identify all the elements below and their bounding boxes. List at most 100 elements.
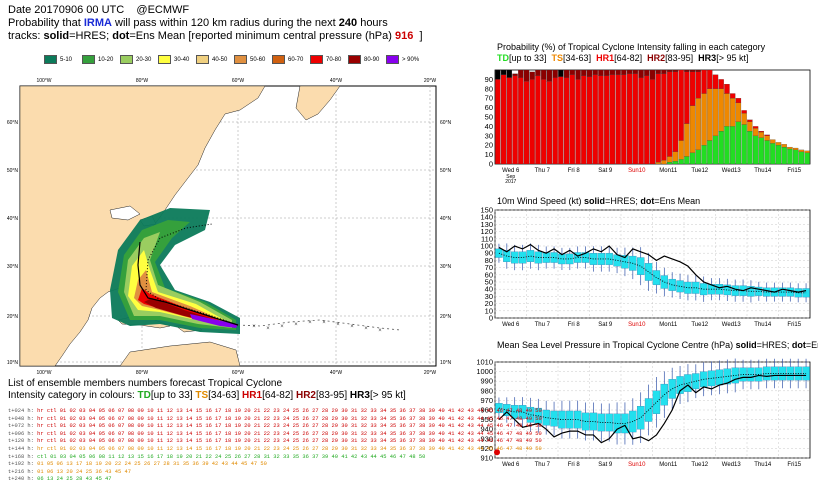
text: dot [791,340,806,350]
bar-segment-td [758,137,764,165]
y-tick-label: 0 [489,314,493,323]
wind-chart-title: 10m Wind Speed (kt) solid=HRES; dot=Ens … [497,196,700,206]
ensemble-box [652,390,661,414]
bar-segment-hr1 [689,71,696,106]
member-numbers: hr ctl 01 02 03 04 05 06 07 08 09 10 11 … [37,446,542,452]
y-tick-label: 50 [485,278,493,287]
text: 10m Wind Speed (kt) [497,196,585,206]
ensemble-box [550,410,558,427]
x-tick-label: Sat 9 [598,462,613,468]
legend-swatch [348,55,361,64]
y-tick-label: 110 [481,234,493,243]
pressure-chart-title: Mean Sea Level Pressure in Tropical Cycl… [497,340,818,350]
bar-segment-td [701,145,707,165]
cat-legend-range: [64-82] [614,53,648,63]
bar-segment-td [712,135,719,165]
bar-segment-hr2 [667,69,673,72]
bar-segment-ts [678,140,684,160]
bar-segment-td [718,130,724,165]
bar-segment-hr3 [500,69,507,75]
ensemble-box [786,366,795,381]
bar-segment-hr1 [741,110,747,114]
bar-segment-td [781,146,787,165]
y-tick-label: 80 [485,256,493,265]
text: [> 95 kt] [369,390,406,401]
bar-segment-td [770,143,776,165]
ensemble-box [558,410,566,429]
x-tick-sublabel: Sep [506,174,515,180]
bar-segment-hr1 [667,71,673,157]
ensemble-box [636,257,645,275]
ensemble-row: t+144 h: hr ctl 01 02 03 04 05 06 07 08 … [8,446,542,453]
bar-segment-ts [775,142,782,146]
cat-legend-range: [> 95 kt] [716,53,749,63]
text: =Ens Mean [805,340,818,350]
bar-segment-ts [667,156,673,163]
y-tick-label: 920 [480,444,493,453]
x-tick-label: Wed 6 [502,168,520,174]
bar-segment-hr1 [684,71,690,124]
text: HR1 [242,390,263,401]
y-tick-label: 10 [485,306,493,315]
y-tick-label: 1000 [477,367,493,376]
bar-segment-hr1 [506,77,512,165]
x-tick-label: Tue12 [691,168,708,174]
x-tick-label: Thu 7 [535,322,551,328]
y-tick-label: 910 [480,454,493,463]
bar-segment-ts [712,88,719,136]
bar-segment-ts [684,123,690,157]
bar-segment-hr1 [626,73,633,165]
legend-label: 50-60 [250,57,266,63]
bar-segment-td [775,145,782,165]
bar-segment-td [798,151,805,165]
bar-segment-hr2 [661,69,667,74]
bar-segment-hr2 [569,69,575,75]
intensity-chart-title: Probability (%) of Tropical Cyclone Inte… [497,42,765,52]
ensemble-box [778,366,787,381]
lead-time-label: t+240 h: [8,476,38,483]
cat-legend-name: HR2 [647,53,666,63]
y-tick-label: 0 [489,160,493,169]
lon-label-bottom: 60°W [232,370,245,376]
bar-segment-hr1 [598,75,604,165]
lat-label-right: 50°N [440,168,452,174]
bar-segment-hr1 [644,75,650,165]
legend-label: 30-40 [174,57,190,63]
y-tick-label: 40 [485,122,493,131]
x-tick-label: Mon11 [659,462,678,468]
bar-segment-hr1 [758,130,764,133]
storm-name: IRMA [83,17,112,29]
bar-segment-td [724,126,730,165]
bar-segment-hr2 [632,69,638,74]
bar-segment-hr2 [621,69,627,75]
y-tick-label: 990 [480,377,493,386]
member-numbers: hr ctl 01 02 03 04 05 06 07 08 09 10 11 … [37,430,542,437]
bar-segment-hr2 [592,69,598,75]
member-numbers: 01 06 13 20 24 25 36 43 45 47 [37,468,131,475]
ensemble-box [510,405,519,419]
y-tick-label: 30 [485,131,493,140]
legend-label: 20-30 [136,57,152,63]
bar-segment-hr2 [672,69,679,72]
x-tick-label: Sat 9 [598,168,613,174]
bar-segment-ts [758,131,764,138]
bar-segment-ts [770,139,776,144]
ensemble-box [605,253,613,265]
y-tick-label: 150 [480,206,493,215]
ensemble-box [731,285,739,296]
y-tick-label: 10 [485,150,493,159]
ensemble-row: t+072 h: hr ctl 01 02 03 04 05 06 07 08 … [8,423,542,430]
text: dot [112,30,130,42]
text: Probability that [8,17,84,29]
header: Date 20170906 00 UTC @ECMWF Probability … [8,4,423,43]
legend-label: 60-70 [288,57,304,63]
x-tick-label: Wed13 [722,462,742,468]
x-tick-label: Wed13 [722,322,742,328]
lead-time-label: t+144 h: [8,446,38,452]
min-pressure-value: 916 [394,30,414,42]
bar-segment-td [707,140,713,165]
x-tick-label: Sun10 [628,462,646,468]
y-tick-label: 960 [480,406,493,415]
observed-track-marker: × [252,324,256,330]
